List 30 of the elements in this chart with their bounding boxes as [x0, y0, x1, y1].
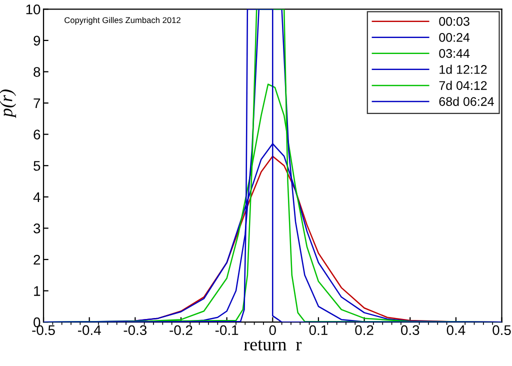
- x-tick-label: 0.1: [309, 325, 328, 336]
- y-tick-label: 1: [34, 286, 40, 296]
- legend-label: 00:03: [439, 16, 470, 26]
- x-tick-label: -0.1: [215, 325, 238, 336]
- legend-label: 1d 12:12: [440, 64, 487, 74]
- x-axis-title: return r: [244, 340, 302, 351]
- y-tick-label: 3: [34, 224, 40, 234]
- x-tick-label: 0.3: [401, 325, 420, 336]
- x-tick-label: 0.2: [355, 325, 374, 336]
- x-tick-label: -0.5: [32, 325, 55, 336]
- y-tick-label: 7: [34, 98, 40, 108]
- y-tick-label: 5: [34, 161, 40, 171]
- y-tick-label: 8: [34, 67, 40, 77]
- x-tick-label: -0.2: [170, 325, 192, 336]
- x-tick-label: -0.4: [78, 325, 101, 336]
- legend-label: 03:44: [439, 49, 470, 58]
- y-tick-label: 6: [34, 130, 40, 140]
- y-axis-title: p(r): [0, 90, 16, 118]
- x-tick-label: 0: [269, 325, 276, 336]
- x-tick-label: 0.5: [492, 325, 511, 336]
- legend-label: 68d 06:24: [439, 96, 494, 106]
- annotation: Copyright Gilles Zumbach 2012: [64, 16, 180, 25]
- y-tick-label: 10: [26, 4, 40, 14]
- x-tick-label: -0.3: [124, 325, 147, 336]
- legend-label: 7d 04:12: [439, 80, 487, 90]
- y-tick-label: 9: [34, 36, 40, 46]
- y-tick-label: 4: [33, 192, 40, 202]
- legend-label: 00:24: [439, 33, 470, 42]
- x-tick-label: 0.4: [446, 325, 466, 336]
- y-tick-label: 2: [34, 254, 40, 265]
